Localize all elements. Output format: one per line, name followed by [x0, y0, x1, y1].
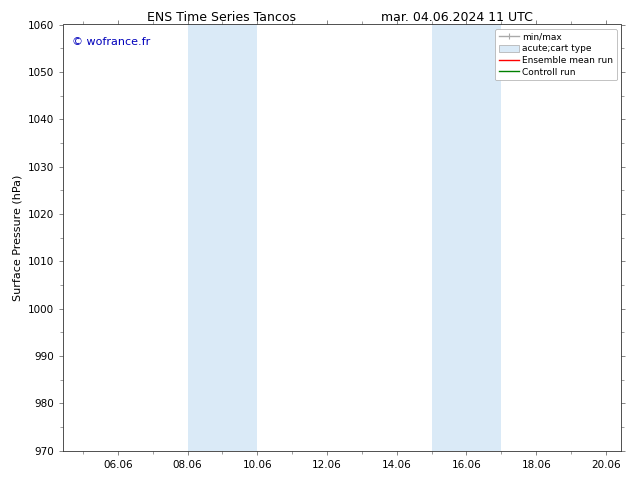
Bar	[188, 24, 257, 451]
Text: mar. 04.06.2024 11 UTC: mar. 04.06.2024 11 UTC	[380, 11, 533, 24]
Legend: min/max, acute;cart type, Ensemble mean run, Controll run: min/max, acute;cart type, Ensemble mean …	[495, 29, 617, 80]
Bar	[432, 24, 501, 451]
Y-axis label: Surface Pressure (hPa): Surface Pressure (hPa)	[13, 174, 23, 301]
Text: ENS Time Series Tancos: ENS Time Series Tancos	[147, 11, 297, 24]
Text: © wofrance.fr: © wofrance.fr	[72, 37, 150, 48]
